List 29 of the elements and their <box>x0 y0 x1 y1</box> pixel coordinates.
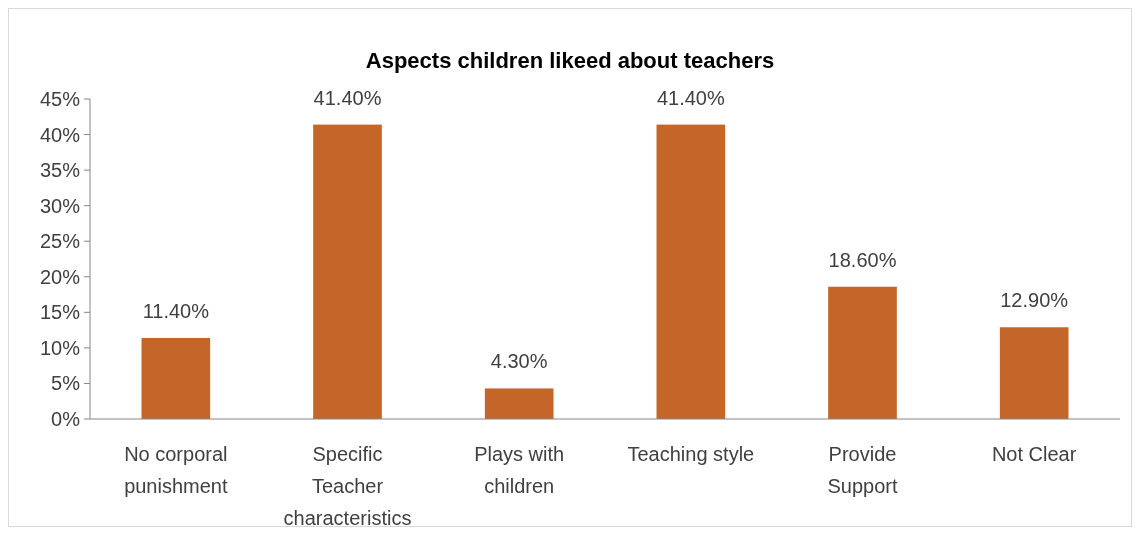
data-label: 4.30% <box>490 350 548 373</box>
y-tick-label: 40% <box>39 123 81 146</box>
y-tick-label: 10% <box>39 336 81 359</box>
bar <box>999 327 1069 419</box>
x-tick-label: Not Clear <box>991 443 1077 465</box>
data-label: 41.40% <box>313 86 382 109</box>
x-tick-label: Teaching style <box>627 443 755 465</box>
bar <box>141 337 211 419</box>
y-tick-label: 15% <box>39 301 81 324</box>
data-label: 12.90% <box>1000 289 1069 312</box>
bar <box>656 124 726 419</box>
x-tick-label: No corporal punishment <box>124 443 228 497</box>
bar <box>313 124 382 419</box>
x-tick-label: Provide Support <box>827 443 898 497</box>
chart-title: Aspects children likeed about teachers <box>365 48 775 73</box>
y-tick-label: 45% <box>39 88 81 110</box>
y-tick-label: 0% <box>51 408 81 430</box>
bar <box>484 388 554 419</box>
x-tick-label: Plays with children <box>474 443 565 497</box>
y-tick-label: 30% <box>39 194 81 217</box>
x-tick-label: Specific Teacher characteristics <box>283 443 412 529</box>
bar <box>828 286 897 419</box>
y-tick-label: 20% <box>39 265 81 288</box>
y-tick-label: 35% <box>39 159 81 182</box>
y-tick-label: 5% <box>51 372 81 395</box>
data-label: 18.60% <box>828 248 897 271</box>
data-label: 41.40% <box>656 86 725 109</box>
data-label: 11.40% <box>142 299 210 322</box>
y-tick-label: 25% <box>39 230 81 253</box>
